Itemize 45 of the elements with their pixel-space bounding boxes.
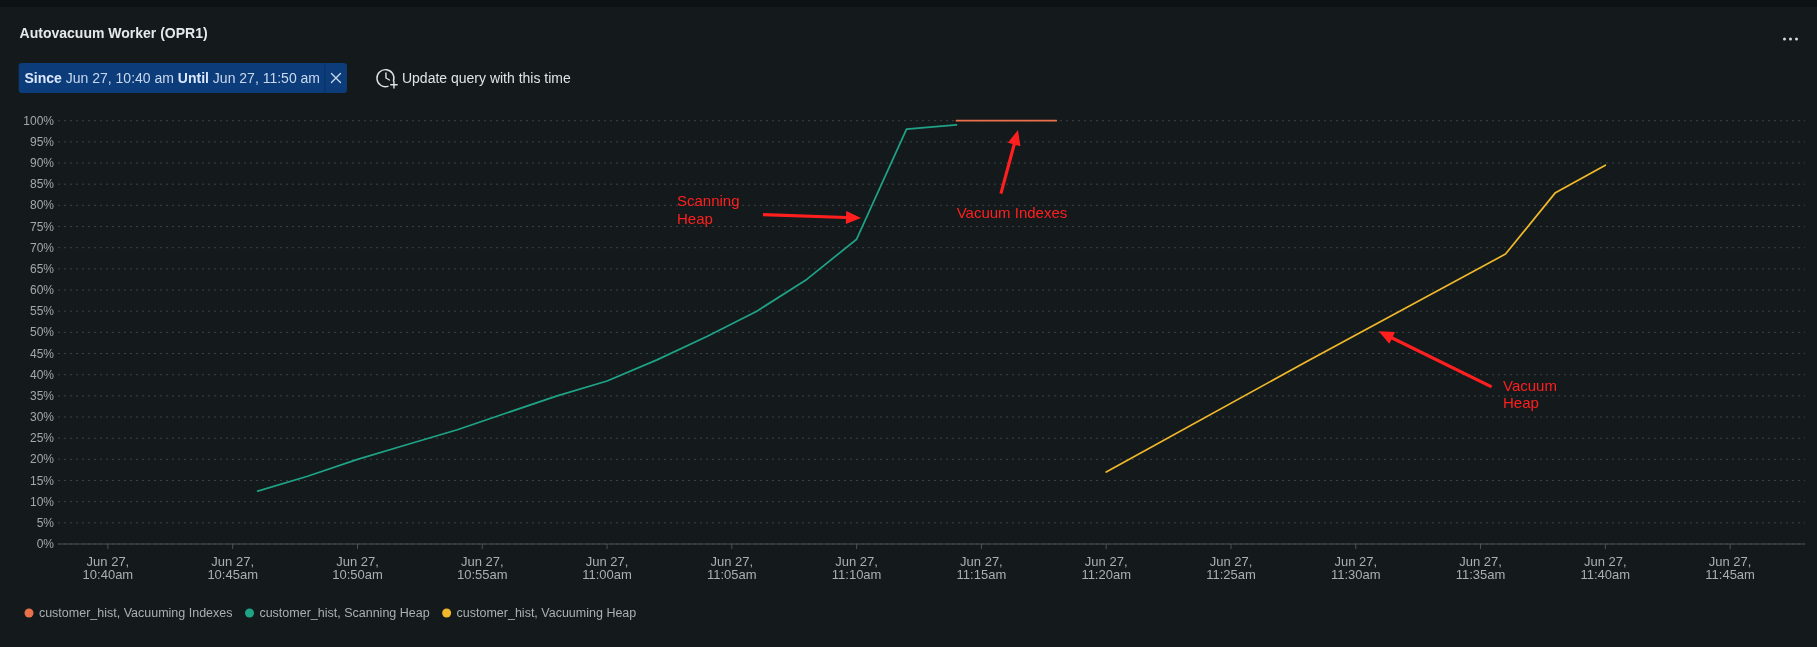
y-tick-label: 0% <box>36 537 55 551</box>
x-tick-label: Jun 27, 11:35am <box>1455 554 1506 582</box>
y-tick-label: 95% <box>29 134 55 149</box>
text: Update query with this time <box>401 69 572 86</box>
x-tick-label: Jun 27, 10:55am <box>456 554 508 582</box>
y-tick-label: 60% <box>29 283 55 298</box>
y-tick-label: 80% <box>29 198 55 213</box>
text: Since Jun 27, 10:40 am Until Jun 27, 11:50 am <box>24 69 321 86</box>
x-tick-label: Jun 27, 11:15am <box>956 554 1007 582</box>
x-tick-label: Jun 27, 11:30am <box>1330 554 1381 582</box>
y-tick-label: 45% <box>29 346 55 361</box>
x-tick-label: Jun 27, 11:45am <box>1705 554 1755 582</box>
y-tick-label: 65% <box>29 261 55 276</box>
x-tick-label: Jun 27, 11:20am <box>1081 554 1132 582</box>
y-tick-label: 25% <box>29 431 55 446</box>
chart-title: Autovacuum Worker (OPR1) <box>19 25 208 41</box>
y-tick-label: 30% <box>29 410 55 425</box>
x-tick-label: Jun 27, 10:40am <box>82 554 134 582</box>
y-tick-label: 90% <box>29 156 55 171</box>
x-tick-label: Jun 27, 11:00am <box>582 554 632 582</box>
line-series <box>256 124 958 492</box>
y-tick-label: 50% <box>29 325 55 340</box>
x-tick-label: Jun 27, 11:10am <box>831 554 882 582</box>
x-tick-label: Jun 27, 11:25am <box>1206 554 1256 582</box>
annotation: Scanning Heap <box>677 192 740 227</box>
y-tick-label: 35% <box>29 388 55 403</box>
x-tick-label: Jun 27, 10:45am <box>207 554 258 582</box>
legend-label: customer_hist, Vacuuming Indexes <box>38 606 233 621</box>
legend-label: customer_hist, Vacuuming Heap <box>456 606 637 621</box>
y-tick-label: 70% <box>29 240 55 255</box>
annotation: Vacuum Indexes <box>956 203 1068 221</box>
y-tick-label: 10% <box>29 494 55 509</box>
y-tick-label: 40% <box>29 367 55 382</box>
y-tick-label: 5% <box>36 515 55 530</box>
x-tick-label: Jun 27, 10:50am <box>332 554 383 582</box>
y-tick-label: 15% <box>29 473 55 488</box>
y-tick-label: 75% <box>29 219 55 234</box>
x-tick-label: Jun 27, 11:40am <box>1580 554 1631 582</box>
x-tick-label: Jun 27, 11:05am <box>707 554 757 582</box>
legend-label: customer_hist, Scanning Heap <box>259 606 430 621</box>
y-tick-label: 85% <box>29 177 55 192</box>
y-tick-label: 55% <box>29 304 55 319</box>
y-tick-label: 20% <box>29 452 55 467</box>
annotation: Vacuum Heap <box>1503 376 1557 412</box>
y-tick-label: 100% <box>23 113 55 128</box>
